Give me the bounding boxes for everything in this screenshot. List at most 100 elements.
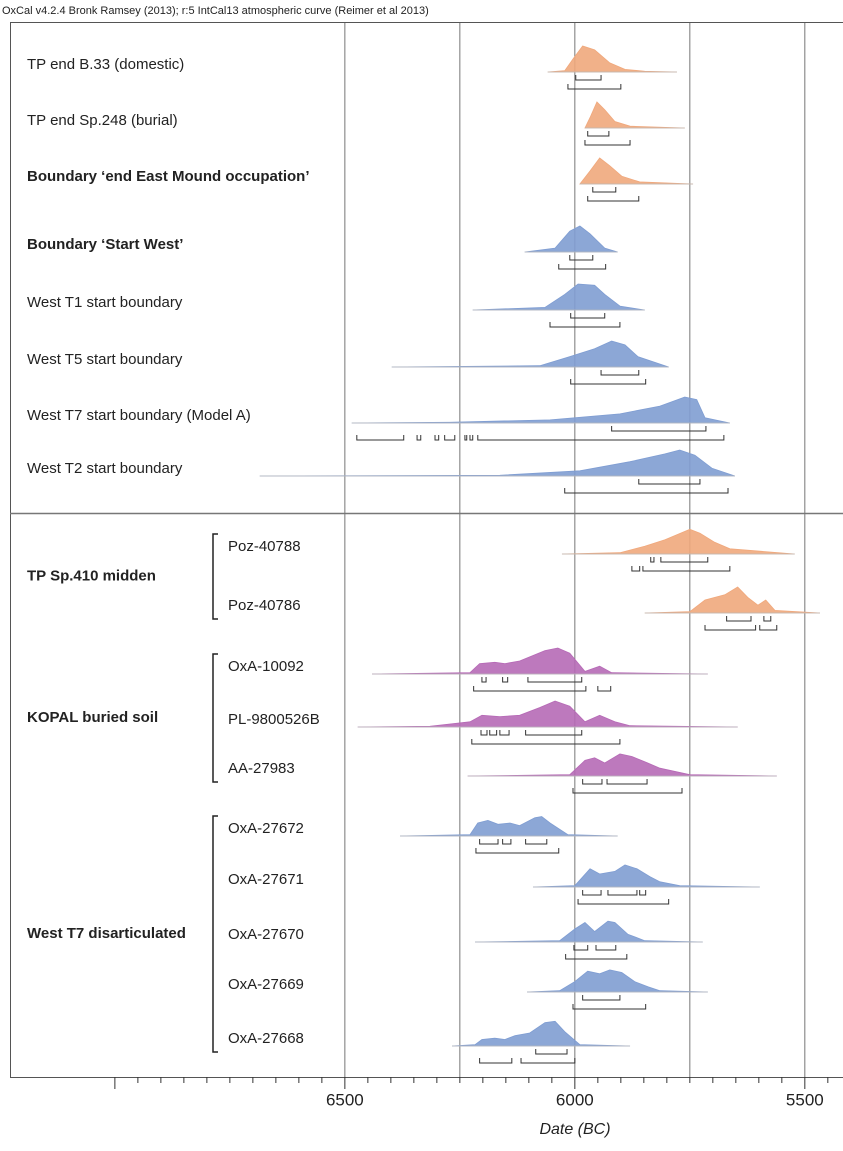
range-68 — [490, 730, 497, 735]
range-68 — [651, 557, 654, 562]
row-label: West T1 start boundary — [27, 294, 183, 311]
density — [452, 1021, 630, 1046]
range-68 — [612, 426, 706, 431]
range-95 — [573, 1004, 646, 1009]
density — [400, 817, 618, 837]
range-68 — [503, 677, 508, 682]
range-95 — [465, 435, 467, 440]
range-95 — [476, 848, 559, 853]
range-68 — [570, 255, 593, 260]
row-label: TP end B.33 (domestic) — [27, 56, 184, 73]
range-95 — [598, 686, 611, 691]
density — [352, 397, 730, 423]
density — [533, 865, 760, 887]
density — [473, 284, 645, 310]
row-label: OxA-27671 — [228, 871, 304, 888]
density — [475, 921, 703, 942]
range-95 — [445, 435, 455, 440]
range-68 — [588, 131, 609, 136]
range-95 — [550, 322, 620, 327]
row-label: TP end Sp.248 (burial) — [27, 112, 178, 129]
range-68 — [583, 995, 620, 1000]
x-tick-label: 6500 — [326, 1090, 364, 1109]
density — [392, 341, 669, 367]
range-68 — [526, 839, 547, 844]
row-label: West T5 start boundary — [27, 351, 183, 368]
range-68 — [596, 945, 616, 950]
range-95 — [474, 686, 586, 691]
range-95 — [478, 435, 724, 440]
range-95 — [585, 140, 630, 145]
x-axis-title: Date (BC) — [539, 1121, 610, 1138]
group-label: TP Sp.410 midden — [27, 567, 156, 584]
row-label: Boundary ‘end East Mound occupation’ — [27, 168, 310, 185]
density — [372, 648, 708, 674]
range-95 — [760, 625, 777, 630]
range-95 — [571, 379, 646, 384]
range-68 — [640, 890, 646, 895]
row-label: OxA-10092 — [228, 658, 304, 675]
range-95 — [470, 435, 473, 440]
group-bracket — [213, 816, 218, 1052]
range-68 — [583, 890, 601, 895]
range-68 — [661, 557, 708, 562]
range-68 — [764, 616, 771, 621]
density — [585, 102, 685, 128]
range-68 — [526, 730, 582, 735]
range-95 — [588, 196, 639, 201]
group-bracket — [213, 654, 218, 782]
row-label: OxA-27669 — [228, 976, 304, 993]
group-label: KOPAL buried soil — [27, 709, 158, 726]
density — [562, 529, 795, 554]
x-tick-label: 6000 — [556, 1090, 594, 1109]
range-68 — [503, 839, 511, 844]
density — [525, 226, 618, 252]
density — [358, 701, 738, 727]
row-label: OxA-27670 — [228, 926, 304, 943]
group-bracket — [213, 534, 218, 619]
range-95 — [643, 566, 730, 571]
range-68 — [593, 187, 616, 192]
row-label: OxA-27668 — [228, 1030, 304, 1047]
x-tick-label: 5500 — [786, 1090, 824, 1109]
range-95 — [435, 435, 439, 440]
density — [645, 587, 820, 613]
row-label: West T2 start boundary — [27, 460, 183, 477]
range-68 — [571, 313, 605, 318]
range-68 — [528, 677, 582, 682]
range-68 — [482, 677, 486, 682]
range-68 — [601, 370, 639, 375]
range-95 — [565, 488, 728, 493]
range-68 — [727, 616, 751, 621]
density — [548, 46, 677, 72]
row-label: PL-9800526B — [228, 711, 320, 728]
range-95 — [559, 264, 606, 269]
range-68 — [481, 730, 487, 735]
density — [260, 450, 735, 476]
range-95 — [578, 899, 669, 904]
range-68 — [583, 779, 602, 784]
range-95 — [705, 625, 756, 630]
row-label: OxA-27672 — [228, 820, 304, 837]
range-95 — [480, 1058, 512, 1063]
range-68 — [639, 479, 700, 484]
range-68 — [576, 75, 601, 80]
density — [468, 754, 777, 776]
range-95 — [632, 566, 640, 571]
range-95 — [417, 435, 421, 440]
row-label: West T7 start boundary (Model A) — [27, 407, 251, 424]
density — [580, 158, 693, 184]
range-95 — [357, 435, 404, 440]
range-68 — [608, 890, 637, 895]
range-68 — [500, 730, 509, 735]
range-95 — [568, 84, 621, 89]
header: OxCal v4.2.4 Bronk Ramsey (2013); r:5 In… — [2, 5, 429, 17]
range-68 — [607, 779, 647, 784]
range-68 — [536, 1049, 567, 1054]
range-68 — [574, 945, 588, 950]
range-95 — [521, 1058, 575, 1063]
row-label: Poz-40788 — [228, 538, 301, 555]
row-label: Poz-40786 — [228, 597, 301, 614]
range-95 — [573, 788, 682, 793]
